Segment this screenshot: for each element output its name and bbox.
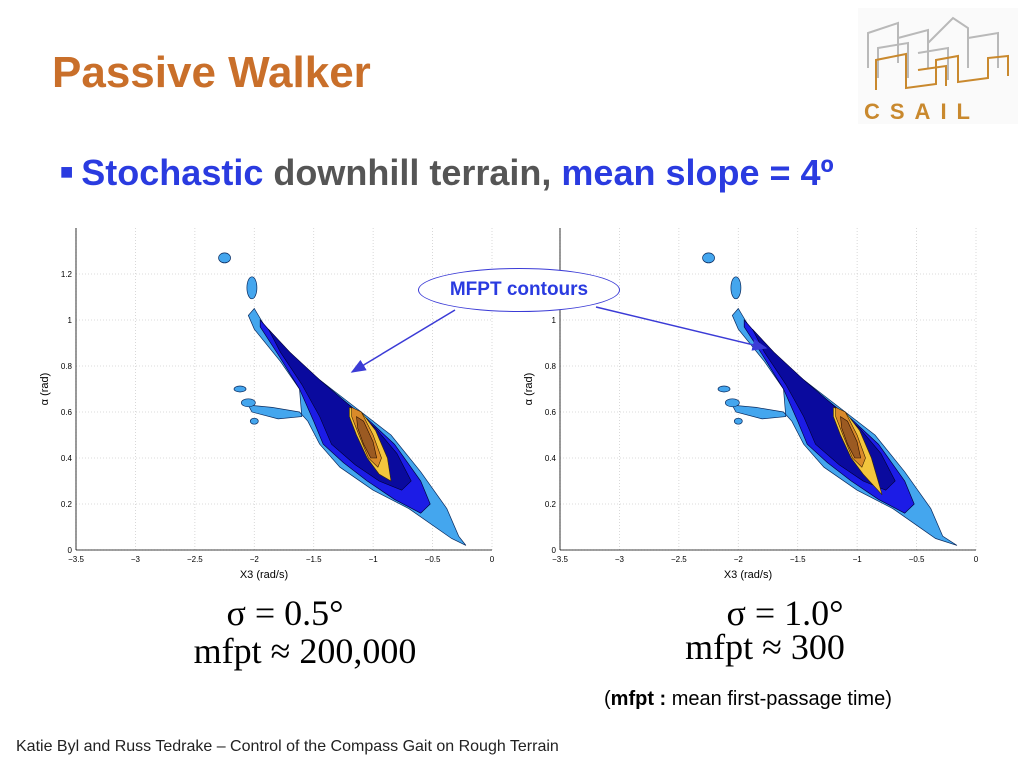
x-tick-label: −3.5 — [68, 555, 84, 564]
x-tick-label: −1.5 — [306, 555, 322, 564]
bullet-marker: ■ — [60, 159, 74, 184]
logo-text: CSAIL — [864, 99, 980, 124]
right-contour-plot: −3.5−3−2.5−2−1.5−1−0.5000.20.40.60.811.2… — [523, 228, 979, 581]
x-tick-label: −1 — [369, 555, 379, 564]
mfpt-contours-callout: MFPT contours — [418, 268, 620, 312]
y-tick-label: 0.8 — [545, 362, 557, 371]
contour-blob-top — [702, 252, 715, 264]
contour-blob-mid — [233, 385, 247, 393]
y-tick-label: 0.8 — [61, 362, 73, 371]
x-tick-label: −1 — [853, 555, 863, 564]
x-tick-label: −2.5 — [187, 555, 203, 564]
contour-level-6 — [356, 416, 378, 459]
note-term: mfpt : — [610, 688, 667, 710]
y-tick-label: 0 — [68, 546, 73, 555]
x-tick-label: −2.5 — [671, 555, 687, 564]
y-tick-label: 1 — [552, 316, 557, 325]
slide-title: Passive Walker — [52, 48, 371, 97]
x-tick-label: −3 — [131, 555, 141, 564]
x-tick-label: 0 — [490, 555, 495, 564]
x-tick-label: −2 — [734, 555, 744, 564]
x-axis-label: X3 (rad/s) — [724, 569, 772, 581]
slide-footer: Katie Byl and Russ Tedrake – Control of … — [16, 738, 559, 755]
y-tick-label: 1 — [68, 316, 73, 325]
y-tick-label: 0 — [552, 546, 557, 555]
x-tick-label: 0 — [974, 555, 979, 564]
left-contour-plot: −3.5 −3 −2.5 −2 −1.5 −1 −0.5 0 0 0.2 0.4 0.6 0.8 1 1.2… — [39, 228, 495, 581]
y-axis-label: α (rad) — [39, 373, 51, 406]
right-mfpt-caption: mfpt ≈ 300 — [685, 627, 845, 667]
x-tick-label: −1.5 — [790, 555, 806, 564]
contour-regions — [218, 252, 467, 546]
csail-logo: CSAIL — [858, 8, 1018, 124]
contour-blob-left — [724, 398, 740, 408]
contour-blob-small — [249, 417, 259, 425]
x-tick-label: −2 — [250, 555, 260, 564]
left-mfpt-caption: mfpt ≈ 200,000 — [193, 631, 417, 671]
contour-blob-upper — [730, 276, 742, 300]
contour-regions — [702, 252, 958, 546]
left-sigma-caption: σ = 0.5° — [226, 593, 344, 633]
contour-blob-mid — [717, 385, 731, 393]
note-open-paren: ( — [604, 688, 611, 710]
x-tick-label: −0.5 — [909, 555, 925, 564]
contour-blob-upper — [246, 276, 258, 300]
y-tick-label: 0.6 — [61, 408, 73, 417]
y-axis-label: α (rad) — [523, 373, 535, 406]
note-definition: mean first-passage time) — [666, 688, 892, 710]
y-tick-label: 0.4 — [61, 454, 73, 463]
bullet-point: ■ Stochastic downhill terrain, mean slope… — [60, 152, 834, 194]
y-tick-label: 0.2 — [545, 500, 557, 509]
contour-level-6 — [840, 416, 862, 459]
y-tick-label: 1.2 — [61, 270, 73, 279]
bullet-part-slope: mean slope = 4º — [561, 152, 834, 193]
y-tick-label: 0.2 — [61, 500, 73, 509]
y-tick-label: 0.4 — [545, 454, 557, 463]
x-tick-label: −0.5 — [425, 555, 441, 564]
mfpt-definition-note: (mfpt : mean first-passage time) — [604, 688, 892, 711]
contour-blob-small — [733, 417, 743, 425]
bullet-part-stochastic: Stochastic — [81, 152, 264, 193]
contour-blob-left — [240, 398, 256, 408]
y-tick-label: 0.6 — [545, 408, 557, 417]
x-axis-label: X3 (rad/s) — [240, 569, 288, 581]
x-tick-label: −3.5 — [552, 555, 568, 564]
x-tick-label: −3 — [615, 555, 625, 564]
contour-blob-top — [218, 252, 231, 264]
bullet-part-terrain: downhill terrain, — [273, 152, 552, 193]
right-sigma-caption: σ = 1.0° — [726, 593, 844, 633]
